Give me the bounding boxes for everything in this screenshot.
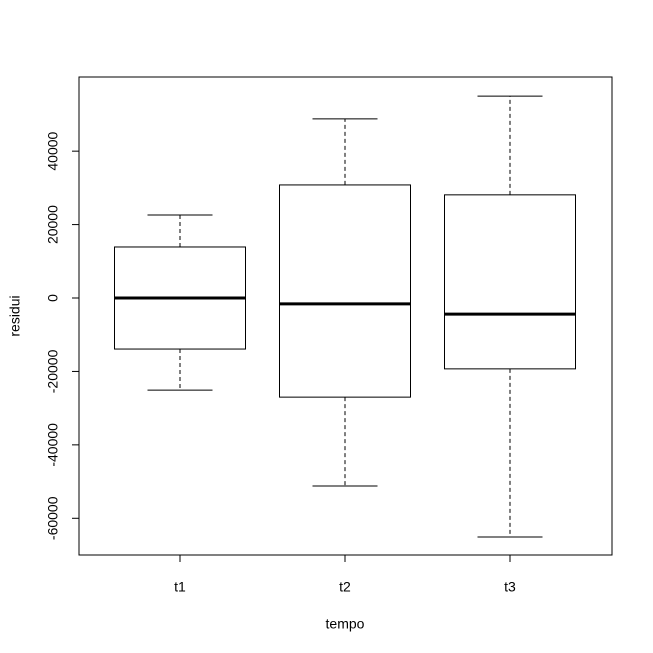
y-tick-label: -40000 (45, 423, 61, 467)
box (279, 184, 411, 398)
box (444, 194, 576, 370)
y-tick-label: -60000 (45, 496, 61, 540)
y-axis-label: residui (7, 295, 23, 336)
y-tick-label: 20000 (45, 205, 61, 244)
y-tick-label: 0 (45, 294, 61, 302)
x-tick-label: t2 (339, 579, 351, 595)
y-tick-label: 40000 (45, 131, 61, 170)
x-tick-label: t3 (504, 579, 516, 595)
y-tick-label: -20000 (45, 349, 61, 393)
x-axis-label: tempo (326, 616, 365, 632)
x-tick-label: t1 (174, 579, 186, 595)
